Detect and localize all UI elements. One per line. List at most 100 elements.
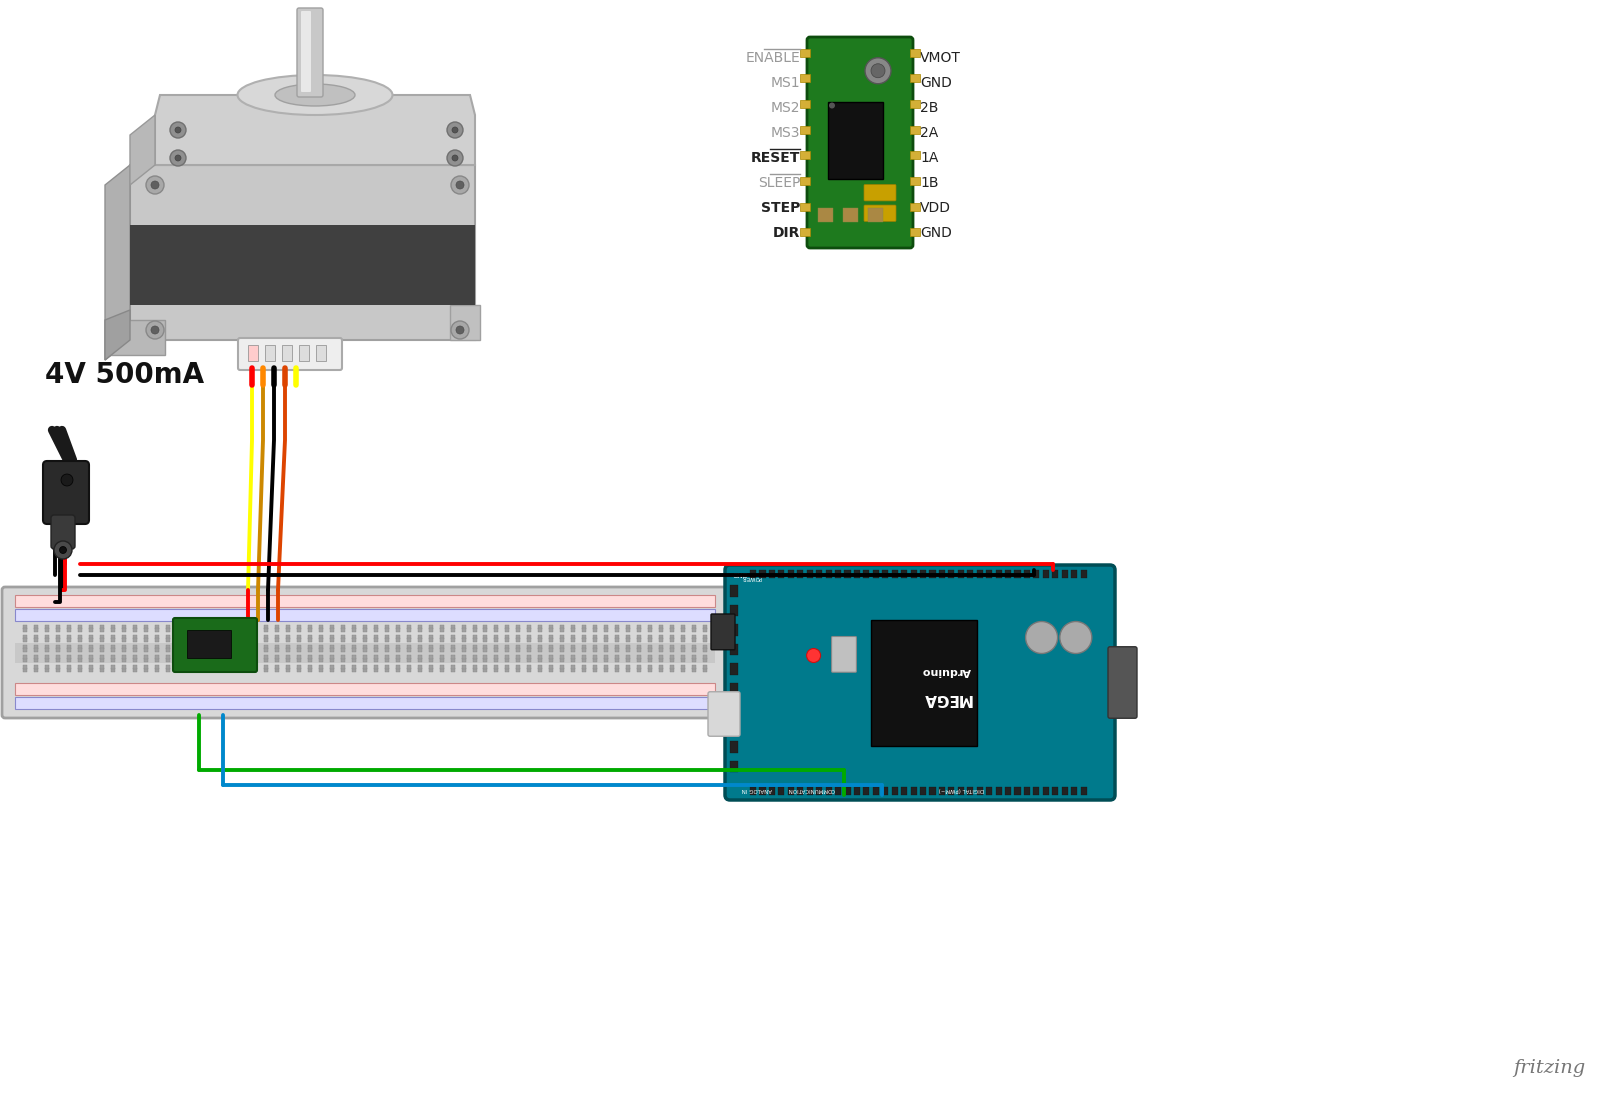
FancyBboxPatch shape — [301, 11, 310, 92]
Bar — [730, 722, 738, 734]
Bar — [976, 570, 982, 578]
FancyBboxPatch shape — [710, 614, 734, 649]
Bar — [45, 658, 50, 662]
Circle shape — [59, 546, 67, 553]
Bar — [232, 655, 235, 659]
Bar — [318, 635, 323, 639]
Bar — [816, 570, 822, 578]
Bar — [178, 665, 181, 669]
Bar — [450, 306, 480, 341]
Bar — [317, 345, 326, 361]
Bar — [582, 645, 586, 649]
Bar — [670, 635, 674, 639]
Bar — [210, 655, 214, 659]
Bar — [560, 638, 565, 642]
Bar — [939, 787, 946, 795]
Bar — [78, 638, 82, 642]
Bar — [386, 668, 389, 672]
Bar — [144, 668, 147, 672]
Bar — [1024, 570, 1030, 578]
Bar — [483, 635, 488, 639]
Bar — [418, 668, 422, 672]
Bar — [24, 625, 27, 629]
Bar — [429, 648, 432, 652]
Bar — [626, 625, 630, 629]
Bar — [264, 625, 269, 629]
Bar — [506, 655, 509, 659]
Bar — [309, 658, 312, 662]
Bar — [472, 648, 477, 652]
Bar — [352, 658, 357, 662]
Bar — [243, 635, 246, 639]
Bar — [549, 658, 554, 662]
Bar — [78, 648, 82, 652]
Bar — [483, 658, 488, 662]
Bar — [210, 625, 214, 629]
Bar — [594, 629, 597, 632]
Text: Arduino: Arduino — [922, 666, 971, 677]
Bar — [760, 570, 765, 578]
Bar — [101, 625, 104, 629]
Bar — [1024, 787, 1030, 795]
Bar — [406, 648, 411, 652]
Bar — [286, 638, 290, 642]
Bar — [806, 570, 813, 578]
Bar — [14, 698, 715, 708]
Circle shape — [453, 155, 458, 161]
Bar — [221, 668, 224, 672]
Bar — [538, 658, 542, 662]
Bar — [45, 655, 50, 659]
Bar — [483, 648, 488, 652]
Bar — [451, 625, 454, 629]
Bar — [286, 625, 290, 629]
Bar — [374, 629, 378, 632]
Bar — [374, 635, 378, 639]
Bar — [483, 668, 488, 672]
Bar — [506, 645, 509, 649]
Bar — [1014, 570, 1021, 578]
Circle shape — [451, 176, 469, 194]
Bar — [816, 787, 822, 795]
Bar — [659, 625, 662, 629]
Bar — [275, 665, 280, 669]
Bar — [35, 638, 38, 642]
Bar — [144, 655, 147, 659]
Bar — [221, 625, 224, 629]
Text: MS1: MS1 — [770, 76, 800, 90]
Text: 1B: 1B — [920, 176, 939, 191]
Bar — [253, 655, 258, 659]
Bar — [45, 645, 50, 649]
Bar — [603, 625, 608, 629]
Bar — [232, 625, 235, 629]
Bar — [198, 648, 203, 652]
Bar — [680, 655, 685, 659]
Bar — [352, 638, 357, 642]
Bar — [538, 645, 542, 649]
Bar — [949, 570, 955, 578]
Bar — [461, 658, 466, 662]
Bar — [298, 658, 301, 662]
Bar — [275, 648, 280, 652]
Bar — [78, 665, 82, 669]
Bar — [968, 787, 973, 795]
Bar — [451, 635, 454, 639]
Bar — [637, 638, 642, 642]
Bar — [549, 625, 554, 629]
Bar — [680, 629, 685, 632]
Bar — [298, 625, 301, 629]
Bar — [614, 665, 619, 669]
Ellipse shape — [275, 84, 355, 106]
Bar — [35, 635, 38, 639]
Bar — [318, 648, 323, 652]
Bar — [680, 625, 685, 629]
Bar — [571, 625, 574, 629]
Bar — [101, 665, 104, 669]
Bar — [870, 620, 978, 746]
Bar — [560, 635, 565, 639]
Bar — [286, 629, 290, 632]
Bar — [56, 658, 61, 662]
Bar — [243, 638, 246, 642]
Bar — [363, 665, 366, 669]
Bar — [603, 629, 608, 632]
Bar — [560, 645, 565, 649]
